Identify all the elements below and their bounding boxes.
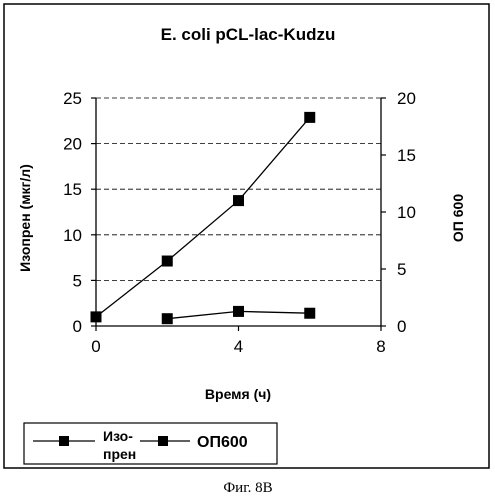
chart-title: E. coli pCL-lac-Kudzu <box>161 25 336 44</box>
y-tick-label-right: 5 <box>397 260 406 279</box>
y-tick-label-right: 15 <box>397 146 416 165</box>
y-tick-label-left: 20 <box>63 135 82 154</box>
y-tick-label-right: 0 <box>397 317 406 336</box>
legend-marker-series-2 <box>158 436 168 446</box>
data-point-series-1 <box>233 306 244 317</box>
legend: Изо- прен ОП600 <box>24 423 277 464</box>
data-point-series-2 <box>91 311 102 322</box>
y-tick-label-left: 5 <box>73 271 82 290</box>
x-tick-label: 0 <box>91 337 100 356</box>
y-tick-label-right: 20 <box>397 89 416 108</box>
y-axis-label-left: Изопрен (мкг/л) <box>17 164 33 272</box>
data-point-series-1 <box>162 313 173 324</box>
y-axis-label-right: ОП 600 <box>450 194 466 242</box>
y-tick-label-right: 10 <box>397 203 416 222</box>
y-tick-label-left: 15 <box>63 180 82 199</box>
y-tick-label-left: 0 <box>73 317 82 336</box>
x-axis-label: Время (ч) <box>205 386 271 402</box>
x-tick-label: 8 <box>376 337 385 356</box>
legend-marker-series-1 <box>59 436 69 446</box>
legend-label-series-2: ОП600 <box>197 434 248 451</box>
data-point-series-1 <box>304 308 315 319</box>
y-tick-label-left: 25 <box>63 89 82 108</box>
data-point-series-2 <box>162 256 173 267</box>
data-point-series-2 <box>233 195 244 206</box>
legend-label-series-1-line-1: Изо- <box>103 428 133 444</box>
y-tick-label-left: 10 <box>63 226 82 245</box>
legend-label-series-1-line-2: прен <box>103 446 136 462</box>
figure-caption: Фиг. 8В <box>223 480 272 496</box>
data-point-series-2 <box>304 112 315 123</box>
x-tick-label: 4 <box>234 337 243 356</box>
